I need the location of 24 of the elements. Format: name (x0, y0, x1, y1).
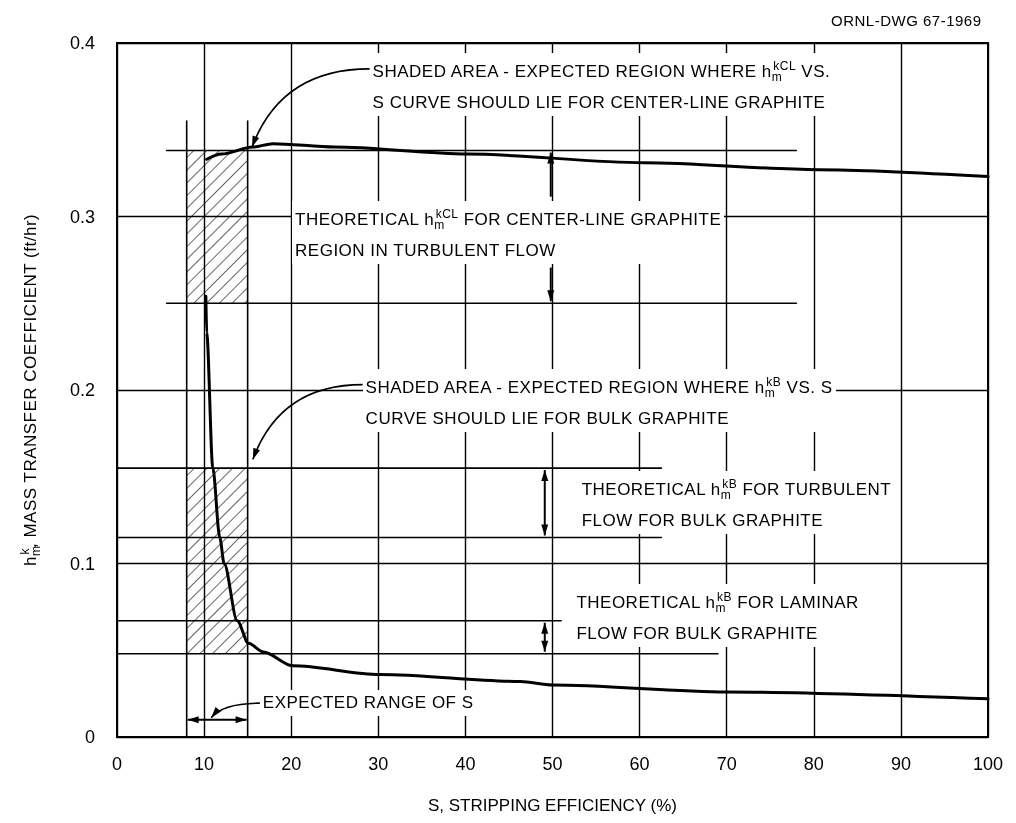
x-tick-label: 0 (111, 754, 123, 774)
y-tick-label: 0.4 (69, 33, 95, 53)
x-tick-label: 40 (455, 754, 476, 774)
y-tick-label: 0.3 (69, 206, 95, 227)
x-tick-label: 60 (629, 754, 650, 774)
x-tick-label: 80 (803, 754, 824, 774)
x-tick-label: 90 (890, 754, 911, 774)
text: ORNL-DWG 67-1969 (828, 8, 985, 34)
x-tick-label: 100 (972, 754, 1004, 774)
annotation: EXPECTED RANGE OF S (259, 690, 477, 717)
x-axis-title: S, STRIPPING EFFICIENCY (%) (427, 796, 678, 815)
annotation: THEORETICAL h$_{m}$$^{kCL}$ FOR CENTER-LINE GRAPHITE REGION IN TURBULENT FLOW (292, 200, 725, 264)
x-tick-label: 70 (716, 754, 737, 774)
text: SHADED AREA - EXPECTED REGION WHERE h$_{m}$$^{kB}$ VS. S CURVE SHOULD LIE FOR BULK GRAPHITE (365, 374, 833, 428)
annotation: THEORETICAL h$_{m}$$^{kB}$ FOR LAMINAR FLOW FOR BULK GRAPHITE (573, 584, 862, 648)
x-tick-label: 20 (281, 754, 302, 774)
annotation: THEORETICAL h$_{m}$$^{kB}$ FOR TURBULENT FLOW FOR BULK GRAPHITE (578, 471, 895, 535)
y-tick-label: 0 (84, 727, 95, 747)
x-tick-label: 50 (542, 754, 563, 774)
y-tick-label: 0.2 (69, 380, 95, 400)
x-tick-label: 10 (194, 754, 215, 774)
y-tick-label: 0.1 (69, 553, 95, 574)
x-tick-label: 30 (368, 754, 389, 774)
annotation: SHADED AREA - EXPECTED REGION WHERE h$_{m}$$^{kCL}$ VS. S CURVE SHOULD LIE FOR CENTER-LINE GRAPHITE (369, 53, 834, 117)
